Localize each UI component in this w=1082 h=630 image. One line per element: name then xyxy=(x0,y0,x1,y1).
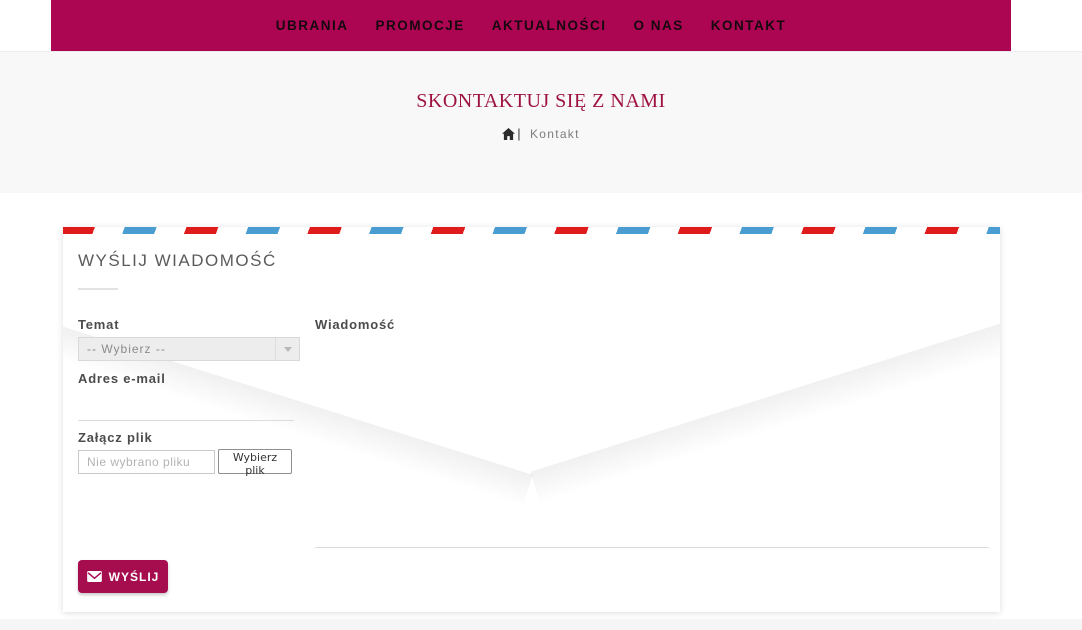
choose-file-button[interactable]: Wybierz plik xyxy=(218,449,292,477)
page-header: SKONTAKTUJ SIĘ Z NAMI | Kontakt xyxy=(0,51,1082,193)
nav-item-o-nas[interactable]: O NAS xyxy=(633,18,684,33)
chevron-down-icon xyxy=(275,338,299,360)
temat-label: Temat xyxy=(78,317,120,332)
breadcrumb: | Kontakt xyxy=(0,126,1082,141)
page-title: SKONTAKTUJ SIĘ Z NAMI xyxy=(416,90,666,112)
nav-item-ubrania[interactable]: UBRANIA xyxy=(275,18,349,33)
email-input[interactable] xyxy=(78,389,294,421)
temat-select[interactable]: -- Wybierz -- xyxy=(78,337,300,361)
heading-divider xyxy=(78,288,118,290)
temat-select-value: -- Wybierz -- xyxy=(87,342,166,356)
top-navbar: UBRANIA PROMOCJE AKTUALNOŚCI O NAS KONTA… xyxy=(51,0,1011,51)
nav-item-kontakt[interactable]: KONTAKT xyxy=(710,18,787,33)
breadcrumb-current: Kontakt xyxy=(529,126,580,141)
page-bottom-strip xyxy=(0,619,1082,630)
nav-item-aktualnosci[interactable]: AKTUALNOŚCI xyxy=(491,18,607,33)
airmail-stripe-border xyxy=(63,227,1000,234)
email-label: Adres e-mail xyxy=(78,371,166,386)
home-icon xyxy=(502,127,516,140)
envelope-icon xyxy=(86,571,102,582)
send-button[interactable]: WYŚLIJ xyxy=(78,560,168,593)
message-textarea[interactable] xyxy=(315,335,989,548)
form-heading: WYŚLIJ WIADOMOŚĆ xyxy=(78,251,277,270)
breadcrumb-separator: | xyxy=(517,126,522,141)
message-label: Wiadomość xyxy=(315,317,396,332)
send-button-label: WYŚLIJ xyxy=(108,569,160,584)
breadcrumb-home-link[interactable] xyxy=(502,127,516,140)
contact-form-card: WYŚLIJ WIADOMOŚĆ Temat -- Wybierz -- Adr… xyxy=(63,227,1000,612)
file-name-input[interactable] xyxy=(78,450,215,474)
file-label: Załącz plik xyxy=(78,430,153,445)
nav-item-promocje[interactable]: PROMOCJE xyxy=(375,18,465,33)
